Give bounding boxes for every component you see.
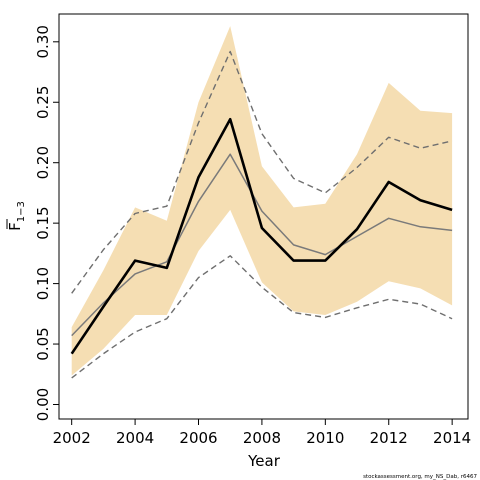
y-axis: 0.00 0.05 0.10 0.15 0.20 0.25 0.30 [34, 25, 59, 421]
x-tick-label: 2014 [433, 429, 471, 447]
confidence-band [71, 26, 453, 376]
x-tick-label: 2002 [53, 429, 91, 447]
x-axis-title: Year [247, 452, 281, 470]
series-line-dashed-upper [71, 50, 453, 294]
y-tick-label: 0.20 [34, 146, 52, 179]
x-tick-label: 2004 [116, 429, 154, 447]
series-line-grey-line [71, 153, 453, 337]
y-tick-label: 0.10 [34, 267, 52, 300]
y-tick-label: 0.30 [34, 25, 52, 58]
plot-area [70, 26, 453, 379]
svg-text:F1−3: F1−3 [6, 201, 27, 231]
x-tick-label: 2006 [179, 429, 217, 447]
plot-frame [58, 13, 469, 420]
y-axis-title: F1−3 [6, 201, 27, 231]
y-tick-label: 0.05 [34, 327, 52, 360]
y-tick-label: 0.15 [34, 206, 52, 239]
footer-credit: stockassessment.org, my_NS_Dab, r6467 [363, 474, 477, 480]
x-tick-label: 2012 [370, 429, 408, 447]
y-tick-label: 0.00 [34, 388, 52, 421]
y-axis-title-main: F [6, 222, 24, 231]
x-axis: 2002 2004 2006 2008 2010 2012 2014 [53, 419, 471, 447]
y-axis-title-subscript: 1−3 [16, 201, 27, 222]
x-tick-label: 2008 [243, 429, 281, 447]
x-tick-label: 2010 [306, 429, 344, 447]
y-tick-label: 0.25 [34, 86, 52, 119]
series-line-main-line [70, 117, 453, 355]
